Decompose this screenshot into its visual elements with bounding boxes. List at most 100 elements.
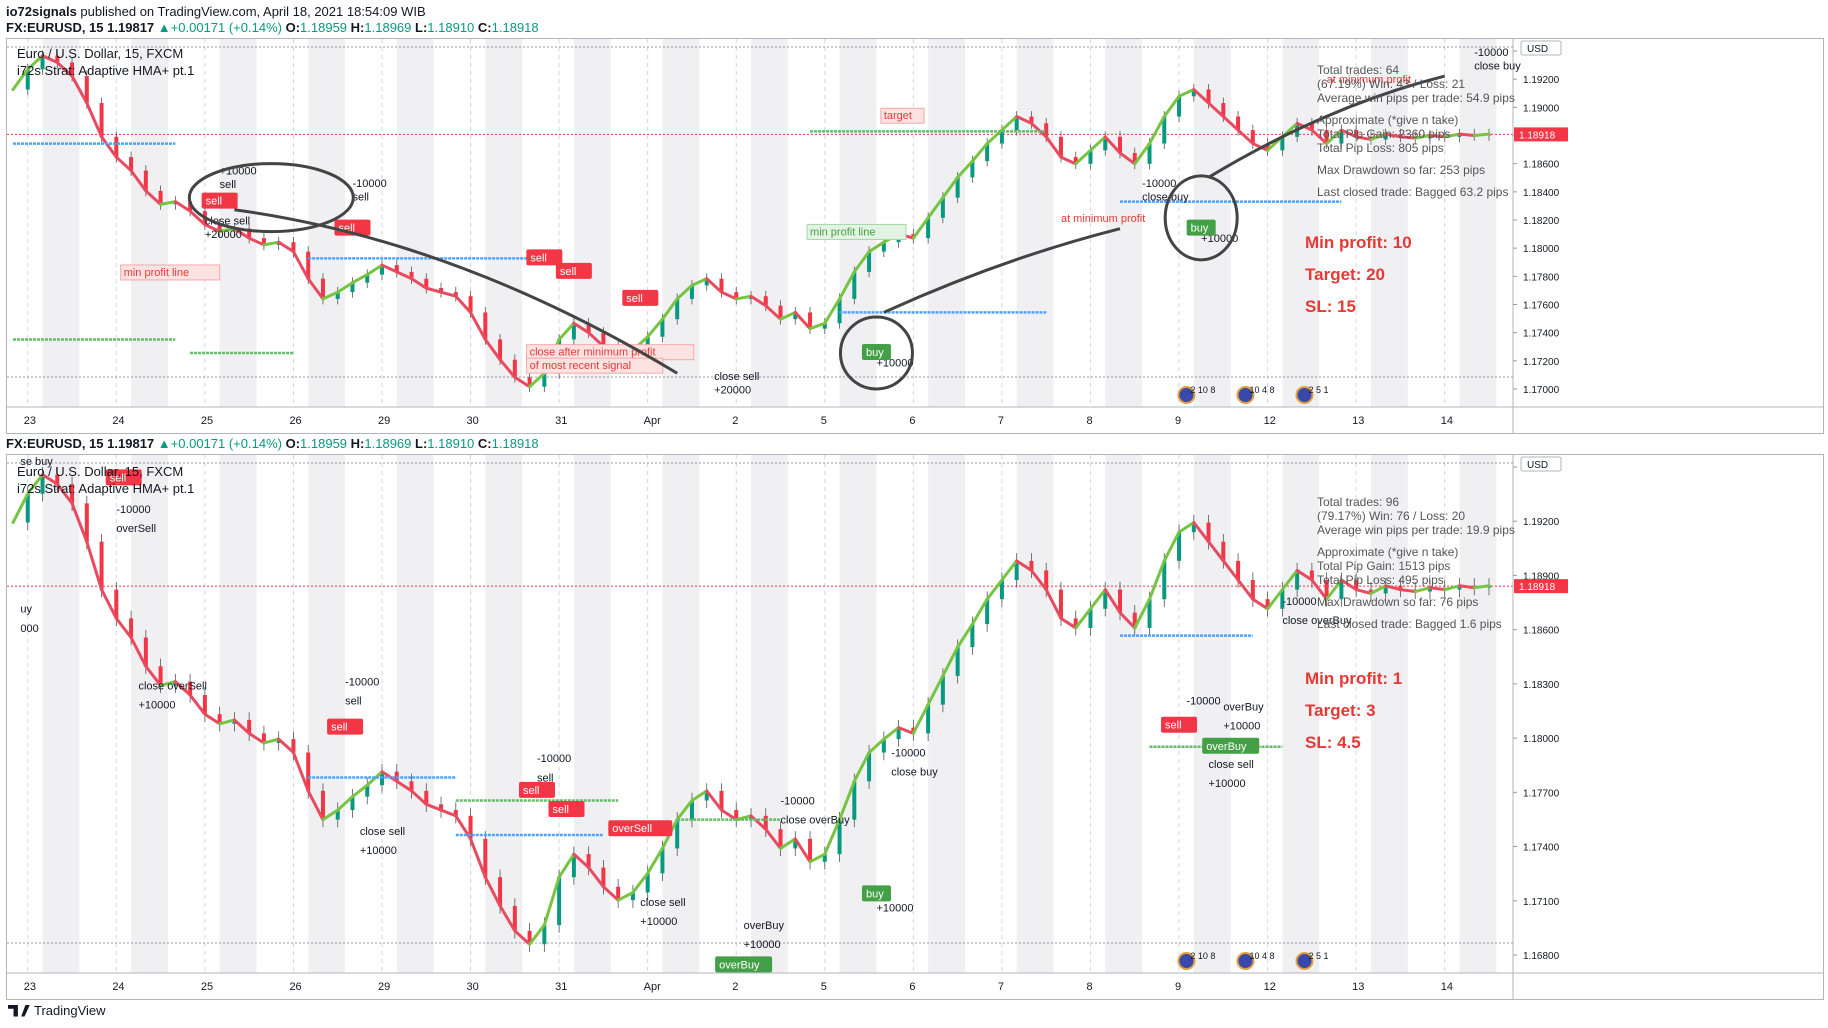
author-name[interactable]: io72signals [6, 4, 77, 19]
close-value: 1.18918 [491, 436, 539, 451]
x-tick-label: 7 [998, 981, 1004, 993]
high-label: H: [350, 436, 365, 451]
currency-label: USD [1527, 44, 1548, 55]
last-price-tag-label: 1.18918 [1519, 130, 1556, 141]
candle-body [1147, 143, 1152, 164]
candle-body [1191, 522, 1196, 533]
stat-avg-win: Average win pips per trade: 19.9 pips [1317, 523, 1515, 537]
candle-body [40, 55, 45, 70]
open-label: O: [285, 436, 301, 451]
chart-svg-bottom[interactable]: 1.195001.192001.189001.186001.183001.180… [7, 455, 1823, 999]
candle-body [1250, 580, 1255, 600]
candle-body [601, 332, 606, 347]
signal-badge-label: sell [1165, 720, 1182, 732]
session-band [308, 455, 346, 973]
chart-panel-top[interactable]: 1.195001.192001.190001.188001.186001.184… [6, 38, 1824, 434]
hma-segment [1177, 88, 1196, 98]
annotation-label: overBuy [744, 920, 785, 932]
candle-body [1118, 589, 1122, 613]
stat-approx: Approximate (*give n take) [1317, 545, 1459, 559]
y-tick-label: 1.17200 [1523, 357, 1560, 368]
hma-segment [764, 304, 783, 321]
session-band [485, 455, 523, 973]
hma-segment [114, 155, 133, 173]
hma-segment [1310, 578, 1329, 601]
hma-segment [867, 240, 886, 254]
candle-body [158, 190, 163, 205]
x-tick-label: 8 [1086, 415, 1092, 427]
last-price: 1.19817 [107, 20, 155, 35]
hma-segment [232, 718, 251, 735]
hma-segment [1236, 128, 1255, 146]
session-band [219, 455, 257, 973]
hma-segment [1457, 584, 1476, 590]
stats-box-top: Total trades: 64 (67.19%) Win: 43 / Loss… [1317, 63, 1515, 199]
hma-segment [85, 101, 104, 139]
low-label: L: [415, 436, 428, 451]
x-tick-label: 9 [1175, 981, 1181, 993]
hma-segment [85, 540, 104, 592]
economic-event-label: 10 4 8 [1249, 951, 1274, 961]
chart-title: Euro / U.S. Dollar, 15, FXCM [17, 46, 184, 61]
chart-panel-bottom[interactable]: 1.195001.192001.189001.186001.183001.180… [6, 454, 1824, 1000]
hma-segment [439, 808, 458, 818]
chart-subtitle: i72s Strat: Adaptive HMA+ pt.1 [17, 481, 195, 496]
hma-segment [439, 290, 458, 298]
signal-badge-label: sell [553, 804, 570, 816]
hma-segment [277, 240, 295, 254]
annotation-label: -10000 [781, 795, 815, 807]
annotation-label: close sell [205, 216, 250, 228]
symbol-label[interactable]: FX:EURUSD, 15 [6, 20, 104, 35]
hma-segment [321, 808, 340, 822]
signal-badge [1202, 737, 1260, 754]
candle-body [630, 892, 635, 901]
hma-segment [808, 321, 827, 331]
candle-body [1058, 136, 1063, 158]
hma-segment [350, 273, 369, 285]
hma-segment [646, 846, 664, 875]
candle-body [217, 224, 222, 232]
candle-body [704, 790, 709, 801]
hma-segment [1133, 142, 1152, 166]
hma-segment [1103, 135, 1122, 155]
annotation-label: +20000 [714, 384, 751, 396]
close-label: C: [477, 20, 492, 35]
signal-badge [548, 801, 585, 818]
candle-body [143, 637, 148, 667]
stat-loss: Total Pip Loss: 805 pips [1317, 141, 1444, 155]
signal-badge-label: sell [530, 252, 547, 264]
candle-body [1309, 123, 1314, 131]
x-tick-label: 23 [24, 415, 36, 427]
x-tick-label: 5 [821, 415, 827, 427]
signal-badge-label: sell [626, 293, 643, 305]
x-tick-label: 31 [555, 415, 567, 427]
chart-svg-top[interactable]: 1.195001.192001.190001.188001.186001.184… [7, 39, 1823, 433]
symbol-label[interactable]: FX:EURUSD, 15 [6, 436, 104, 451]
hma-segment [1236, 578, 1255, 601]
annotation-label: uy [20, 604, 32, 616]
candle-body [571, 854, 576, 878]
hma-segment [779, 837, 797, 850]
x-tick-label: 24 [112, 981, 124, 993]
candle-body [99, 103, 104, 137]
hma-segment [129, 169, 148, 193]
hma-segment [1325, 128, 1343, 146]
annotation-label: at minimum profit [1327, 74, 1411, 86]
open-value: 1.18959 [300, 20, 348, 35]
hma-segment [675, 283, 694, 301]
hma-segment [424, 802, 443, 812]
annotation-label: sell [345, 696, 362, 708]
tradingview-footer[interactable]: TradingView [8, 1003, 106, 1018]
hma-segment [1015, 115, 1033, 125]
session-band [1105, 455, 1143, 973]
hma-segment [823, 297, 842, 325]
x-tick-label: 14 [1441, 415, 1453, 427]
signal-badge-label: buy [866, 888, 884, 900]
candle-body [940, 675, 945, 705]
candle-body [143, 170, 148, 191]
hma-segment [291, 250, 310, 281]
x-tick-label: 8 [1086, 981, 1092, 993]
hma-segment [262, 737, 281, 745]
candle-body [734, 810, 739, 820]
param-target: Target: 3 [1305, 701, 1376, 720]
